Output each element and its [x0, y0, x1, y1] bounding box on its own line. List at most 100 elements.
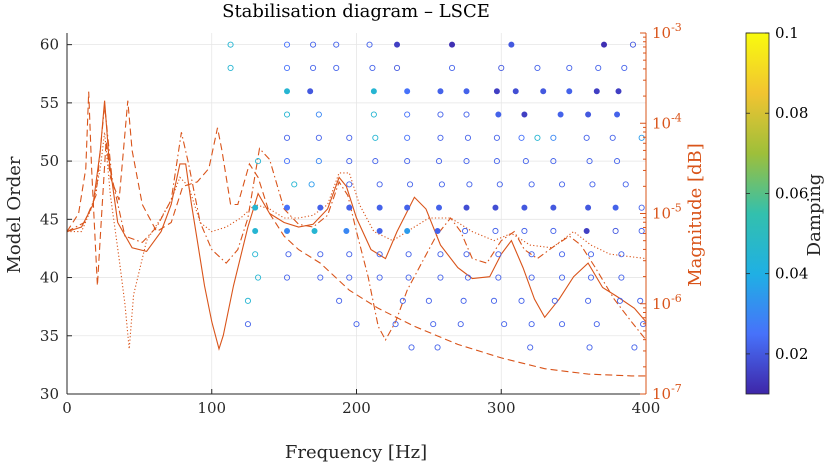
pole-unstable: [404, 158, 411, 165]
pole-unstable: [437, 251, 444, 258]
pole-unstable: [496, 181, 503, 188]
pole-unstable: [558, 251, 566, 258]
pole-stable: [521, 111, 528, 118]
pole-unstable: [346, 274, 353, 281]
pole-unstable: [587, 274, 595, 281]
pole-unstable: [462, 227, 469, 235]
pole-unstable: [437, 274, 444, 281]
pole-stable: [394, 41, 401, 48]
pole-stable: [615, 88, 622, 95]
pole-unstable: [425, 297, 432, 304]
pole-unstable: [333, 41, 340, 48]
colorbar: [745, 32, 770, 395]
pole-unstable: [315, 134, 322, 141]
pole-unstable: [522, 158, 529, 165]
pole-unstable: [534, 134, 541, 141]
pole-unstable: [434, 344, 441, 351]
pole-unstable: [498, 64, 505, 71]
y2-tick-label: 10-6: [652, 292, 682, 313]
pole-unstable: [534, 64, 541, 71]
y-tick-label: 50: [40, 152, 59, 170]
pole-unstable: [255, 158, 262, 165]
pole-unstable: [528, 321, 535, 328]
frf-curve-solid: [66, 100, 647, 351]
pole-unstable: [333, 64, 340, 71]
colorbar-tick-label: 0.02: [775, 345, 808, 363]
pole-unstable: [490, 297, 498, 304]
pole-unstable: [404, 111, 411, 118]
pole-unstable: [317, 274, 324, 281]
pole-unstable: [291, 181, 298, 188]
pole-unstable: [586, 344, 593, 351]
pole-stable: [463, 88, 470, 95]
pole-unstable: [518, 297, 525, 304]
pole-stable: [404, 227, 411, 234]
pole-unstable: [407, 181, 414, 188]
pole-stable: [404, 204, 411, 211]
y-tick-label: 60: [40, 36, 59, 54]
pole-unstable: [227, 41, 234, 48]
grid: [67, 33, 646, 394]
pole-stable: [434, 227, 441, 234]
colorbar-tick-label: 0.04: [775, 265, 808, 283]
y-tick-label: 35: [40, 327, 59, 345]
x-tick-label: 400: [632, 399, 661, 417]
y-tick-label: 30: [40, 385, 59, 403]
pole-unstable: [430, 321, 437, 328]
pole-unstable: [638, 204, 645, 211]
frf-curves: [66, 91, 647, 377]
pole-stable: [436, 204, 443, 211]
pole-unstable: [587, 251, 595, 258]
pole-unstable: [369, 64, 376, 71]
pole-unstable: [621, 64, 628, 71]
pole-unstable: [638, 227, 645, 235]
pole-unstable: [336, 297, 343, 304]
pole-stable: [540, 88, 547, 95]
pole-unstable: [283, 41, 291, 48]
frf-curve-dashdot: [66, 105, 647, 342]
pole-unstable: [308, 181, 315, 188]
pole-unstable: [551, 297, 558, 304]
pole-unstable: [586, 158, 593, 165]
colorbar-tick-label: 0.08: [775, 104, 808, 122]
x-tick-label: 300: [487, 399, 516, 417]
y-tick-label: 40: [40, 269, 59, 287]
pole-unstable: [463, 111, 470, 118]
pole-unstable: [583, 134, 590, 141]
pole-stable: [493, 88, 500, 95]
frf-curve-dashed: [66, 91, 646, 377]
pole-unstable: [376, 181, 383, 188]
pole-unstable: [437, 111, 444, 118]
pole-unstable: [585, 297, 592, 304]
pole-unstable: [521, 227, 528, 235]
y-tick-label: 45: [40, 210, 59, 228]
pole-stable: [284, 88, 291, 95]
pole-unstable: [408, 344, 415, 351]
pole-stable: [307, 88, 314, 95]
pole-unstable: [227, 64, 234, 71]
pole-unstable: [550, 158, 557, 165]
pole-stable: [557, 111, 564, 118]
pole-stable: [284, 227, 291, 234]
pole-stable: [585, 204, 592, 211]
pole-stable: [585, 111, 592, 118]
y2-tick-label: 10-3: [652, 21, 682, 42]
pole-unstable: [466, 181, 473, 188]
pole-unstable: [528, 274, 535, 281]
pole-unstable: [376, 274, 383, 281]
pole-stable: [252, 204, 259, 211]
pole-stable: [601, 41, 608, 48]
pole-unstable: [593, 321, 600, 328]
pole-unstable: [558, 181, 566, 188]
pole-unstable: [492, 227, 499, 235]
pole-stable: [317, 204, 324, 211]
pole-unstable: [283, 64, 291, 71]
pole-unstable: [463, 158, 470, 165]
pole-unstable: [252, 251, 259, 258]
pole-stable: [512, 88, 519, 95]
y2-tick-label: 10-7: [652, 382, 682, 403]
pole-markers: [227, 41, 647, 351]
pole-stable: [521, 204, 528, 211]
y2-axis-label: Magnitude [dB]: [685, 143, 706, 287]
